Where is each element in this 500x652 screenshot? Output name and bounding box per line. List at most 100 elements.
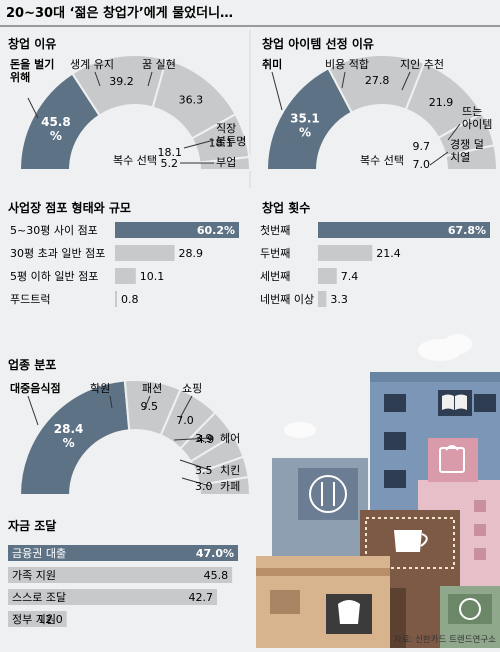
count-category-label: 첫번째 (260, 224, 290, 237)
reason-slice-label: 직장 (216, 122, 236, 135)
industry-value-label: 4.9 (197, 433, 215, 446)
industry-value-label: 9.5 (141, 400, 159, 413)
bag-handle (445, 445, 459, 451)
industry-value-label: 3.5 (195, 464, 213, 477)
count-bar (318, 222, 490, 238)
item-value-label: 21.9 (429, 96, 454, 109)
shopping-sign (428, 438, 478, 482)
item-leader-line (447, 123, 461, 141)
reason-value-label: 18.1 (158, 146, 183, 159)
item-slice-label: 경쟁 덜 (450, 138, 484, 151)
industry-leader-line (143, 395, 151, 411)
store-value-label: 28.9 (179, 247, 204, 260)
reason-title: 창업 이유 (8, 36, 56, 51)
industry-value-label: 7.0 (176, 414, 194, 427)
window (384, 470, 406, 488)
item-leader-line (401, 71, 411, 91)
item-slice-label: 취미 (262, 57, 282, 71)
fund-value-label: 12.0 (38, 613, 63, 626)
store-bar (115, 268, 136, 284)
fund-title: 자금 조달 (8, 518, 56, 533)
reason-value-label: 39.2 (109, 75, 134, 88)
reason-slice-label: 불투명 (216, 135, 246, 148)
store-value-label: 10.1 (140, 270, 165, 283)
count-category-label: 두번째 (260, 247, 290, 260)
count-value-label: 21.4 (376, 247, 401, 260)
cloud (444, 334, 472, 354)
industry-leader-line (173, 437, 211, 441)
item-title: 창업 아이템 선정 이유 (262, 36, 374, 51)
industry-slice-label: 대중음식점 (10, 381, 61, 395)
item-leader-line (271, 71, 283, 111)
reason-value-label: 36.3 (179, 93, 204, 106)
count-bar (318, 245, 373, 261)
industry-leader-line (179, 395, 193, 419)
industry-slice-label: 치킨 (220, 464, 240, 477)
fund-value-label: 42.7 (188, 591, 213, 604)
item-value-label: 7.0 (413, 158, 431, 171)
reason-slice-label: 위해 (10, 70, 30, 84)
plate-icon (459, 598, 481, 620)
item-center-label: 복수 선택 (360, 154, 404, 167)
count-bar-chart: 첫번째 67.8% 두번째 21.4 세번째 7.4 네번째 이상 3.3 (260, 222, 490, 307)
count-category-label: 네번째 이상 (260, 293, 314, 306)
industry-value-label: 3.0 (195, 480, 213, 493)
industry-slice-label: 학원 (90, 382, 110, 395)
window (474, 548, 486, 560)
store-category-label: 5평 이하 일반 점포 (10, 269, 98, 283)
count-title: 창업 횟수 (262, 200, 310, 215)
window (270, 590, 300, 614)
window (474, 500, 486, 512)
industry-slice-label: 쇼핑 (182, 382, 202, 395)
item-value-label: 27.8 (365, 74, 390, 87)
awning (256, 568, 390, 576)
window (384, 394, 406, 412)
item-slice-label: 비용 적합 (325, 58, 369, 71)
count-value-label: 7.4 (341, 270, 359, 283)
industry-leader-line (179, 459, 211, 471)
reason-slice-label: 돈을 벌기 (10, 57, 54, 71)
book-icon (442, 394, 467, 410)
city-illustration (256, 334, 500, 648)
fund-bar (8, 589, 217, 605)
reason-slice-label: 꿈 실현 (142, 58, 176, 71)
fund-category-label: 가족 지원 (12, 569, 56, 582)
reason-center-label: 복수 선택 (113, 154, 157, 167)
fund-category-label: 정부 지원 (12, 613, 56, 626)
fund-value-label: 47.0% (196, 547, 234, 560)
industry-leader-line (181, 477, 211, 487)
item-value-label: 9.7 (413, 140, 431, 153)
industry-slice-label: 헤어 (220, 432, 240, 445)
cup-handle (420, 533, 428, 547)
industry-leader-line (109, 395, 113, 409)
item-leader-line (341, 71, 346, 89)
cafe-sign-border (365, 517, 455, 569)
industry-slice-label: 패션 (142, 382, 162, 395)
item-slice-label: 지인 추천 (400, 57, 444, 71)
industry-slice (18, 379, 131, 496)
industry-slice-label: 카페 (220, 480, 240, 493)
item-slice (444, 144, 499, 171)
store-title: 사업장 점포 형태와 규모 (8, 200, 131, 215)
chef-hat-icon (338, 600, 360, 624)
industry-title: 업종 분포 (8, 358, 56, 372)
store-category-label: 30평 초과 일반 점포 (10, 246, 105, 260)
store-category-label: 5~30평 사이 점포 (10, 224, 98, 237)
store-bar (115, 245, 175, 261)
count-category-label: 세번째 (260, 270, 290, 283)
industry-value-label: 3.9 (195, 432, 213, 445)
reason-value-label: 5.2 (161, 157, 179, 170)
window (474, 524, 486, 536)
count-value-label: 67.8% (448, 224, 486, 237)
shopping-bag-icon (439, 447, 465, 473)
store-value-label: 60.2% (197, 224, 235, 237)
item-slice-label: 아이템 (462, 118, 492, 131)
item-slice-label: 치열 (450, 151, 470, 164)
fund-bar (8, 545, 238, 561)
item-value-label: 35.1 (290, 111, 320, 125)
count-value-label: 3.3 (330, 293, 348, 306)
item-leader-line (429, 151, 449, 166)
